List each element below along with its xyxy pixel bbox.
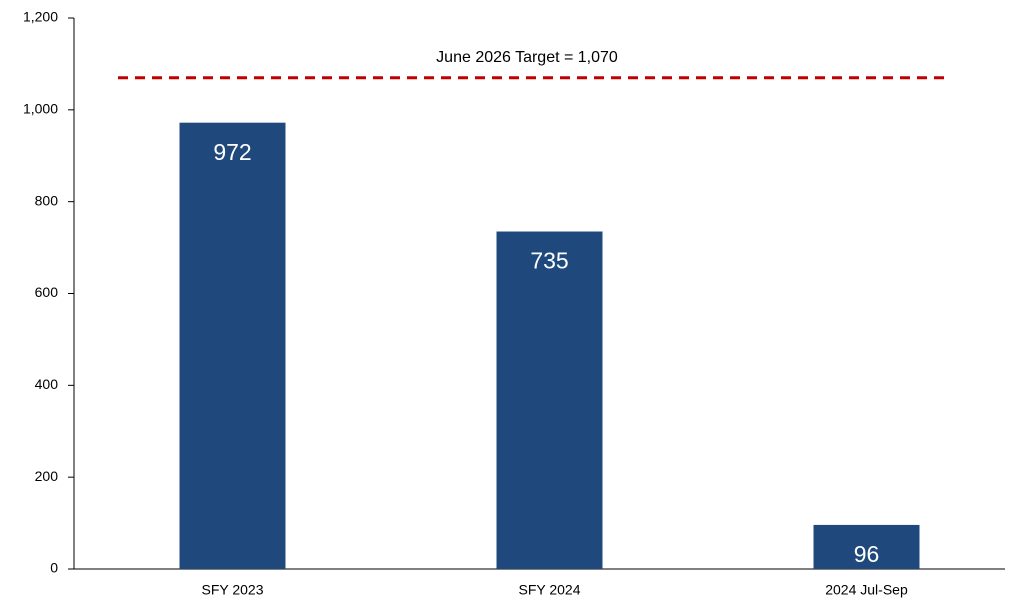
x-tick-label: SFY 2024 [518,582,580,598]
y-tick-label: 800 [35,192,59,208]
bar [813,524,920,569]
bar [496,231,603,569]
data-label: 735 [530,248,568,274]
target-label: June 2026 Target = 1,070 [436,49,618,66]
y-tick-label: 200 [35,468,59,484]
data-label: 96 [854,541,880,567]
y-tick-label: 1,200 [23,9,58,25]
data-label: 972 [213,139,251,165]
x-tick-label: SFY 2023 [201,582,263,598]
y-tick-label: 400 [35,376,59,392]
bar [179,122,286,569]
y-tick-label: 1,000 [23,101,58,117]
y-tick-label: 0 [50,560,58,576]
x-tick-label: 2024 Jul-Sep [825,582,908,598]
y-tick-label: 600 [35,284,59,300]
